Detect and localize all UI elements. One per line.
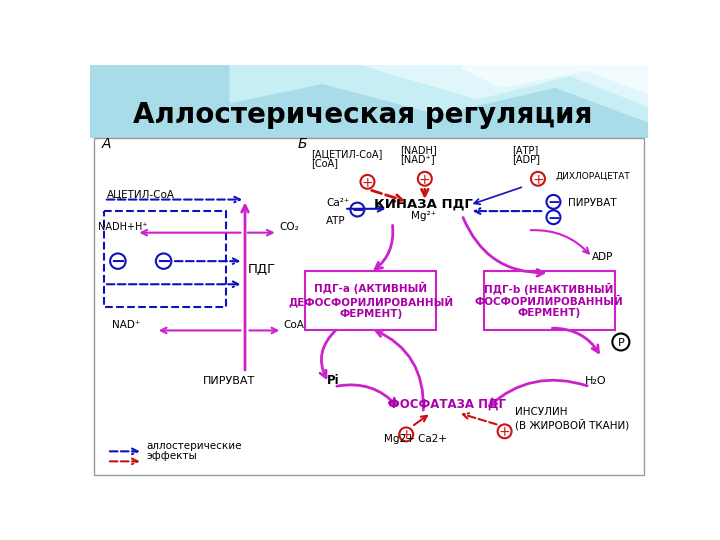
Text: +: +	[532, 173, 544, 186]
FancyBboxPatch shape	[484, 271, 615, 330]
Text: −: −	[156, 253, 171, 271]
Text: Б: Б	[297, 137, 307, 151]
Text: ПДГ-а (АКТИВНЫЙ
ДЕФОСФОРИЛИРОВАННЫЙ
ФЕРМЕНТ): ПДГ-а (АКТИВНЫЙ ДЕФОСФОРИЛИРОВАННЫЙ ФЕРМ…	[289, 282, 454, 319]
Circle shape	[399, 428, 413, 441]
Circle shape	[546, 210, 560, 224]
Circle shape	[531, 172, 545, 186]
Text: +: +	[400, 428, 412, 442]
Text: эффекты: эффекты	[147, 451, 197, 461]
Text: −: −	[547, 195, 560, 210]
Polygon shape	[230, 65, 648, 123]
Text: [NADH]: [NADH]	[400, 145, 437, 156]
Text: Ca²⁺: Ca²⁺	[326, 198, 350, 208]
Text: Mg2+ Ca2+: Mg2+ Ca2+	[384, 434, 448, 444]
Text: ПИРУВАТ: ПИРУВАТ	[568, 198, 617, 208]
Polygon shape	[361, 65, 648, 107]
Text: [ADP]: [ADP]	[513, 154, 541, 165]
Circle shape	[156, 253, 171, 269]
Text: CO₂: CO₂	[279, 222, 299, 232]
Text: −: −	[547, 211, 560, 226]
Text: [NAD⁺]: [NAD⁺]	[400, 154, 435, 165]
Bar	[90, 65, 648, 138]
Text: аллостерические: аллостерические	[147, 441, 242, 451]
Text: ДИХЛОРАЦЕТАТ: ДИХЛОРАЦЕТАТ	[555, 172, 630, 181]
Text: +: +	[361, 176, 373, 190]
Circle shape	[351, 202, 364, 217]
Text: ADP: ADP	[593, 252, 613, 261]
Circle shape	[110, 253, 126, 269]
Text: −: −	[110, 253, 125, 271]
Circle shape	[361, 175, 374, 189]
Text: ИНСУЛИН
(В ЖИРОВОЙ ТКАНИ): ИНСУЛИН (В ЖИРОВОЙ ТКАНИ)	[515, 407, 629, 430]
Text: КИНАЗА ПДГ: КИНАЗА ПДГ	[374, 197, 473, 210]
Text: +: +	[419, 173, 431, 186]
Text: Mg²⁺: Mg²⁺	[410, 211, 436, 221]
Text: [АТP]: [АТP]	[513, 145, 539, 156]
Text: [СоА]: [СоА]	[311, 158, 338, 168]
Polygon shape	[462, 65, 648, 94]
Text: СоА: СоА	[284, 320, 305, 330]
Circle shape	[498, 424, 512, 438]
Circle shape	[612, 334, 629, 350]
Text: ПИРУВАТ: ПИРУВАТ	[202, 376, 255, 386]
Circle shape	[546, 195, 560, 209]
Text: А: А	[102, 137, 111, 151]
Bar	[94, 138, 644, 475]
Text: ПДГ: ПДГ	[248, 262, 276, 276]
Text: NAD⁺: NAD⁺	[112, 320, 140, 330]
Text: Pi: Pi	[326, 374, 339, 387]
Text: Аллостерическая регуляция: Аллостерическая регуляция	[132, 101, 592, 129]
Text: ФОСФАТАЗА ПДГ: ФОСФАТАЗА ПДГ	[387, 397, 505, 410]
FancyBboxPatch shape	[305, 271, 436, 330]
Text: P: P	[618, 338, 624, 348]
Text: [АЦЕТИЛ-СоА]: [АЦЕТИЛ-СоА]	[311, 149, 382, 159]
Circle shape	[418, 172, 432, 186]
Text: H₂O: H₂O	[585, 376, 606, 386]
Text: NADH+H⁺: NADH+H⁺	[98, 222, 148, 232]
Text: +: +	[499, 425, 510, 439]
Text: −: −	[351, 203, 364, 218]
Text: АЦЕТИЛ-СоА: АЦЕТИЛ-СоА	[107, 189, 175, 199]
Text: ПДГ-b (НЕАКТИВНЫЙ
ФОСФОРИЛИРОВАННЫЙ
ФЕРМЕНТ): ПДГ-b (НЕАКТИВНЫЙ ФОСФОРИЛИРОВАННЫЙ ФЕРМ…	[474, 283, 624, 318]
Text: АТP: АТP	[326, 216, 346, 226]
